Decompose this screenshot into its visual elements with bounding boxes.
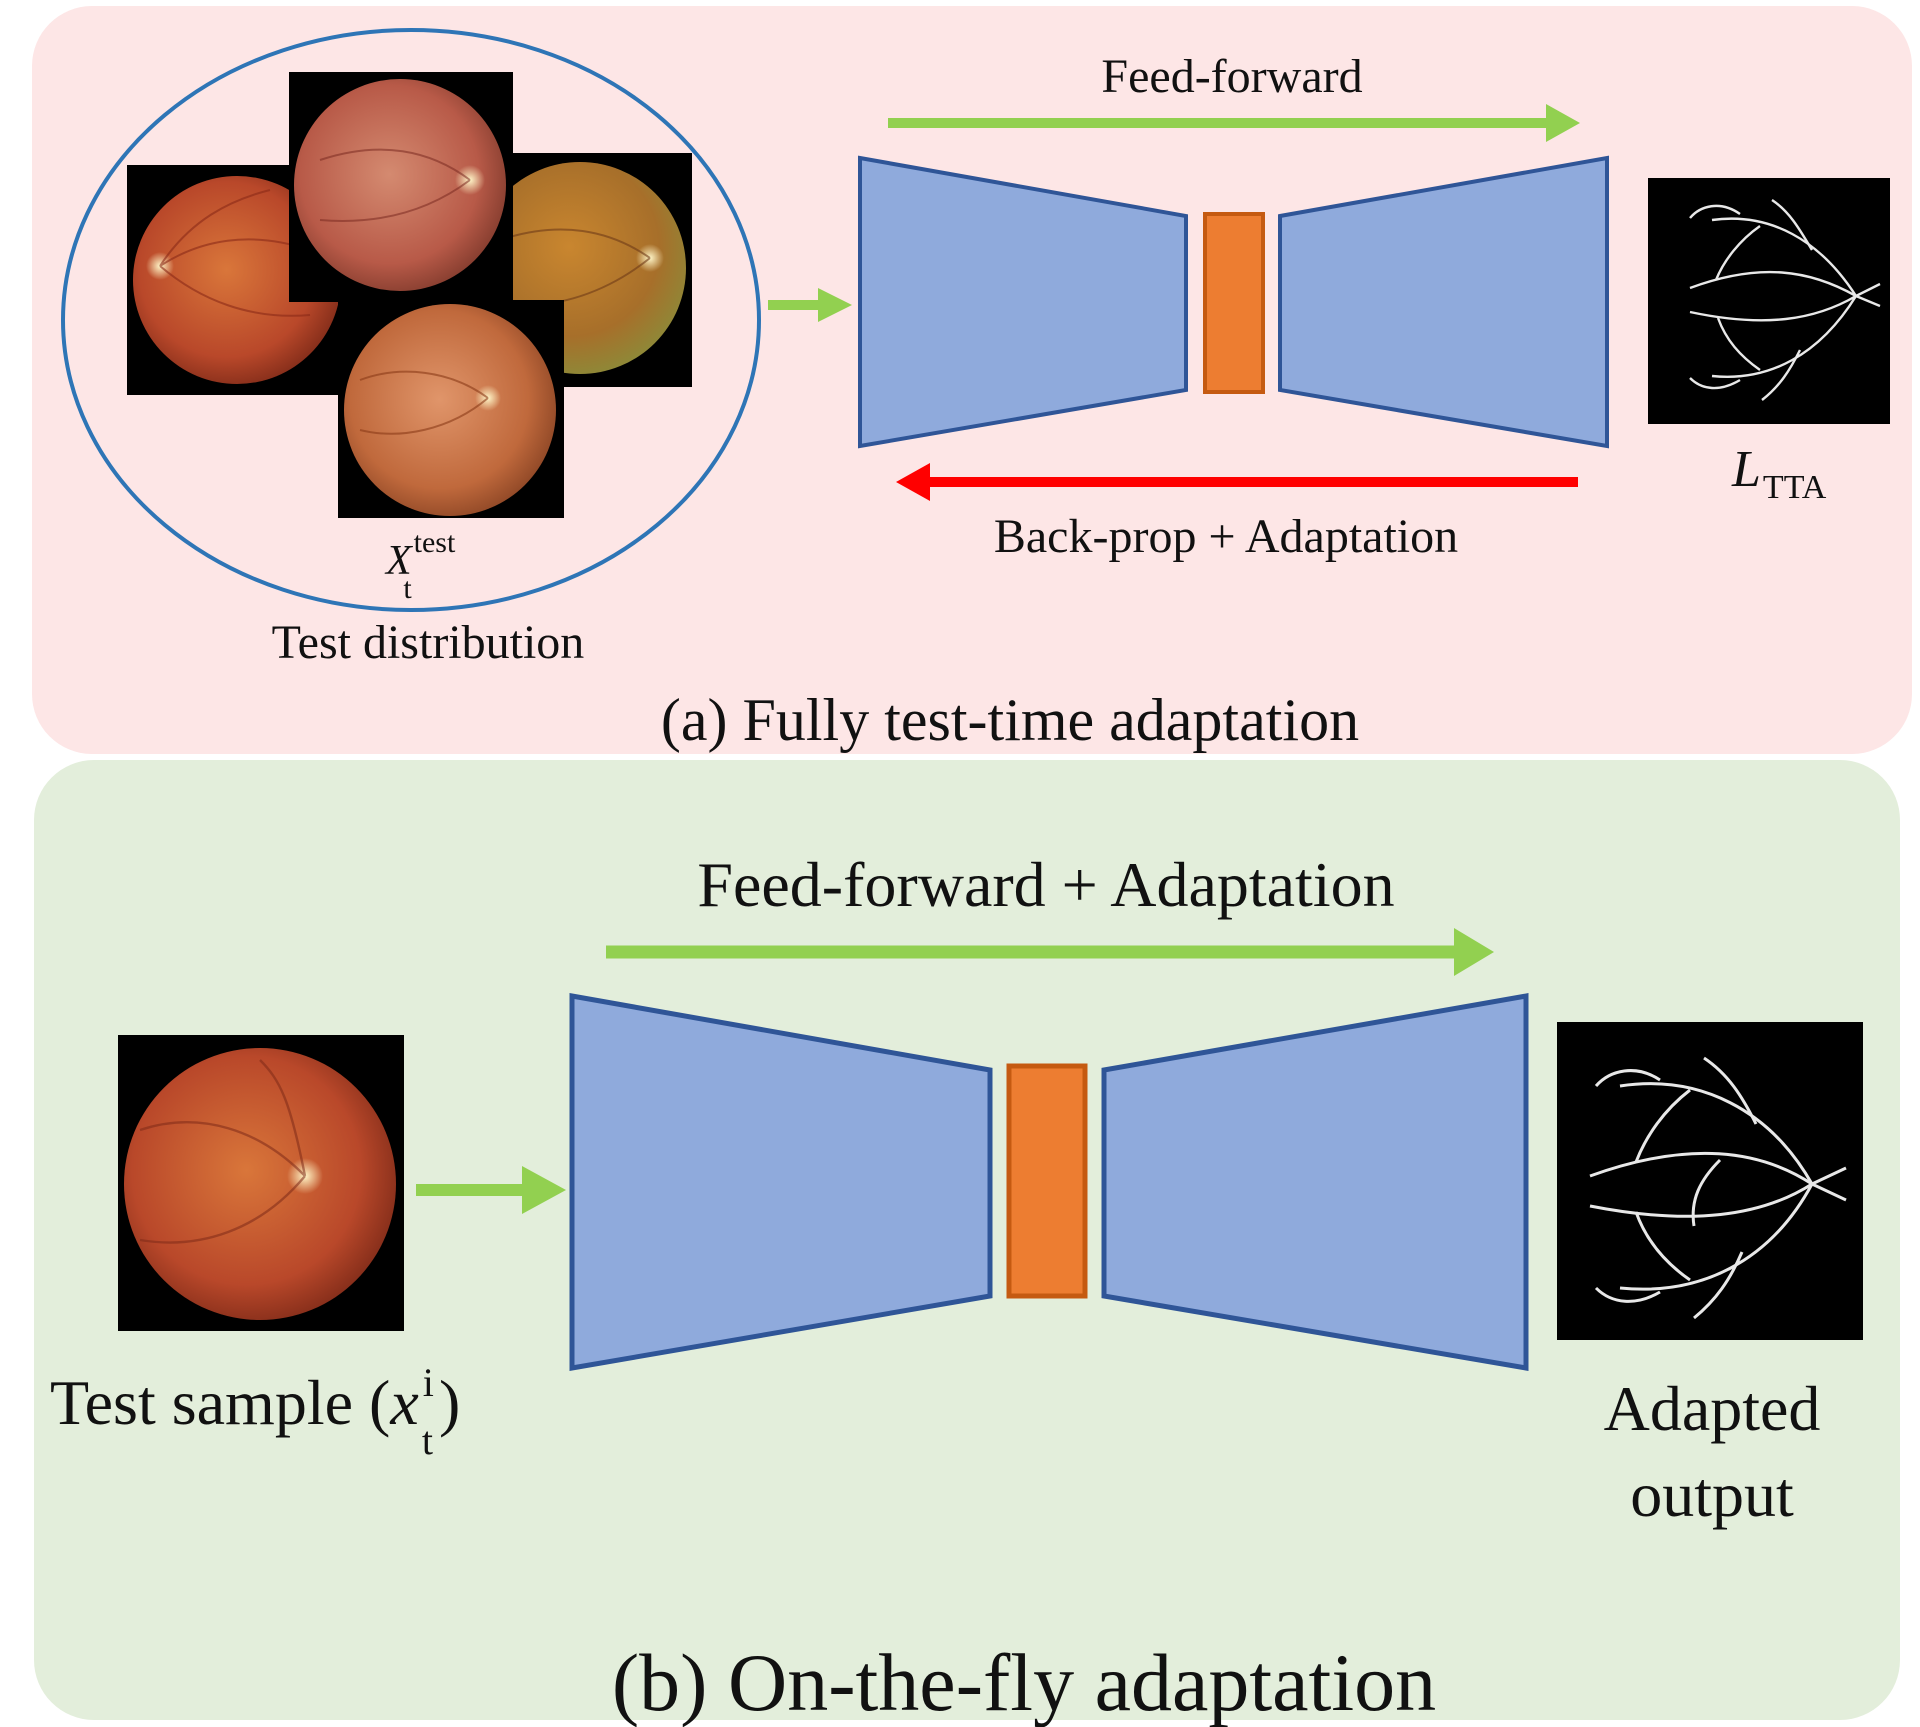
decoder-block: [1278, 155, 1609, 449]
feed-forward-arrow: [888, 104, 1580, 142]
panel-on-the-fly: Feed-forward + Adaptation: [34, 760, 1900, 1727]
encoder-decoder-network: [858, 155, 1609, 449]
bottleneck-block: [1203, 212, 1265, 394]
encoder-decoder-network: [569, 993, 1529, 1371]
back-prop-arrow: [896, 463, 1578, 501]
loss-symbol: LTTA: [1731, 441, 1827, 506]
feed-forward-label: Feed-forward: [1101, 50, 1362, 103]
vessel-segmentation-icon: [1648, 178, 1890, 424]
test-distribution-group: Xtest t Test distribution: [61, 28, 761, 669]
fundus-image-icon: [338, 300, 564, 518]
adapted-output-label-line1: Adapted: [1604, 1373, 1821, 1444]
vessel-segmentation-icon: [1557, 1022, 1863, 1340]
distribution-ellipse: [61, 28, 761, 612]
input-symbol: Xtest t: [384, 526, 456, 605]
encoder-block: [858, 155, 1188, 449]
feed-forward-adaptation-label: Feed-forward + Adaptation: [697, 849, 1394, 920]
decoder-block: [1101, 993, 1529, 1371]
input-arrow: [768, 288, 852, 322]
panel-b-caption: (b) On-the-fly adaptation: [612, 1637, 1436, 1727]
fundus-image-icon: [289, 72, 513, 302]
test-sample-label: Test sample (x i t): [50, 1360, 460, 1463]
fundus-image-icon: [118, 1035, 404, 1331]
input-label: Test distribution: [272, 616, 585, 669]
back-prop-label: Back-prop + Adaptation: [994, 510, 1458, 563]
panel-fully-test-time: Xtest t Test distribution Feed-forward Ba…: [32, 6, 1912, 754]
adapted-output-label-line2: output: [1630, 1459, 1794, 1530]
input-arrow: [416, 1166, 566, 1214]
feed-forward-adaptation-arrow: [606, 928, 1494, 976]
encoder-block: [569, 993, 993, 1371]
panel-a-caption: (a) Fully test-time adaptation: [661, 687, 1359, 753]
bottleneck-block: [1006, 1063, 1088, 1299]
